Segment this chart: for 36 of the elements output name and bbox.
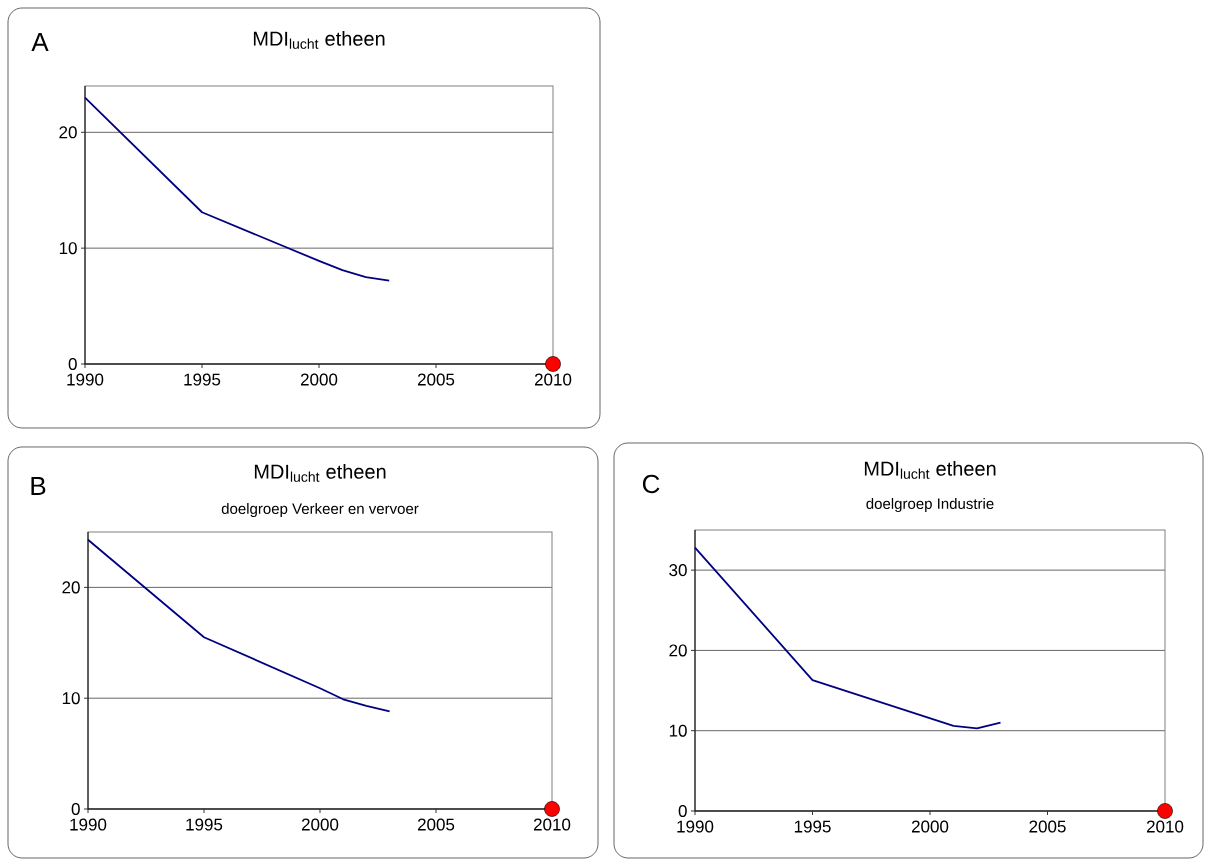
chart-subtitle: doelgroep Industrie [866, 497, 994, 512]
x-tick-label: 2005 [417, 818, 455, 831]
chart-subtitle: doelgroep Verkeer en vervoer [221, 502, 419, 517]
x-tick-label: 1990 [67, 373, 104, 386]
y-tick-label: 20 [62, 581, 80, 594]
chart-title: MDI$_{lucht}$ etheen [254, 464, 386, 482]
x-tick-label: 2010 [533, 818, 571, 831]
x-tick-label: 1995 [184, 373, 221, 386]
y-tick-label: 0 [68, 357, 77, 371]
line-series [694, 546, 1002, 730]
text: B [31, 477, 46, 495]
x-tick-label: 2010 [1146, 820, 1184, 833]
x-tick-label: 1990 [70, 818, 107, 831]
x-tick-label: 2005 [417, 373, 455, 386]
y-tick-label: 0 [71, 802, 80, 816]
y-tick-label: 20 [669, 644, 687, 657]
y-tick-label: 10 [62, 692, 80, 705]
chart-title: MDI$_{lucht}$ etheen [864, 461, 996, 479]
line-series [84, 96, 391, 282]
x-tick-label: 2000 [301, 818, 339, 831]
x-tick-label: 2005 [1029, 820, 1066, 833]
y-tick-label: 10 [669, 724, 687, 737]
y-tick-label: 30 [669, 564, 687, 577]
x-tick-label: 2010 [534, 373, 572, 386]
x-tick-label: 2000 [300, 373, 338, 386]
line-series [87, 538, 391, 713]
y-tick-label: 0 [678, 804, 687, 818]
text: C [642, 474, 660, 494]
y-tick-label: 20 [59, 126, 77, 139]
x-tick-label: 1990 [677, 820, 714, 833]
x-tick-label: 1995 [794, 820, 831, 833]
y-tick-label: 10 [59, 242, 77, 255]
x-tick-label: 2000 [911, 820, 949, 833]
chart-title: MDI$_{lucht}$ etheen [253, 31, 385, 49]
text: A [31, 33, 49, 51]
x-tick-label: 1995 [186, 818, 223, 831]
